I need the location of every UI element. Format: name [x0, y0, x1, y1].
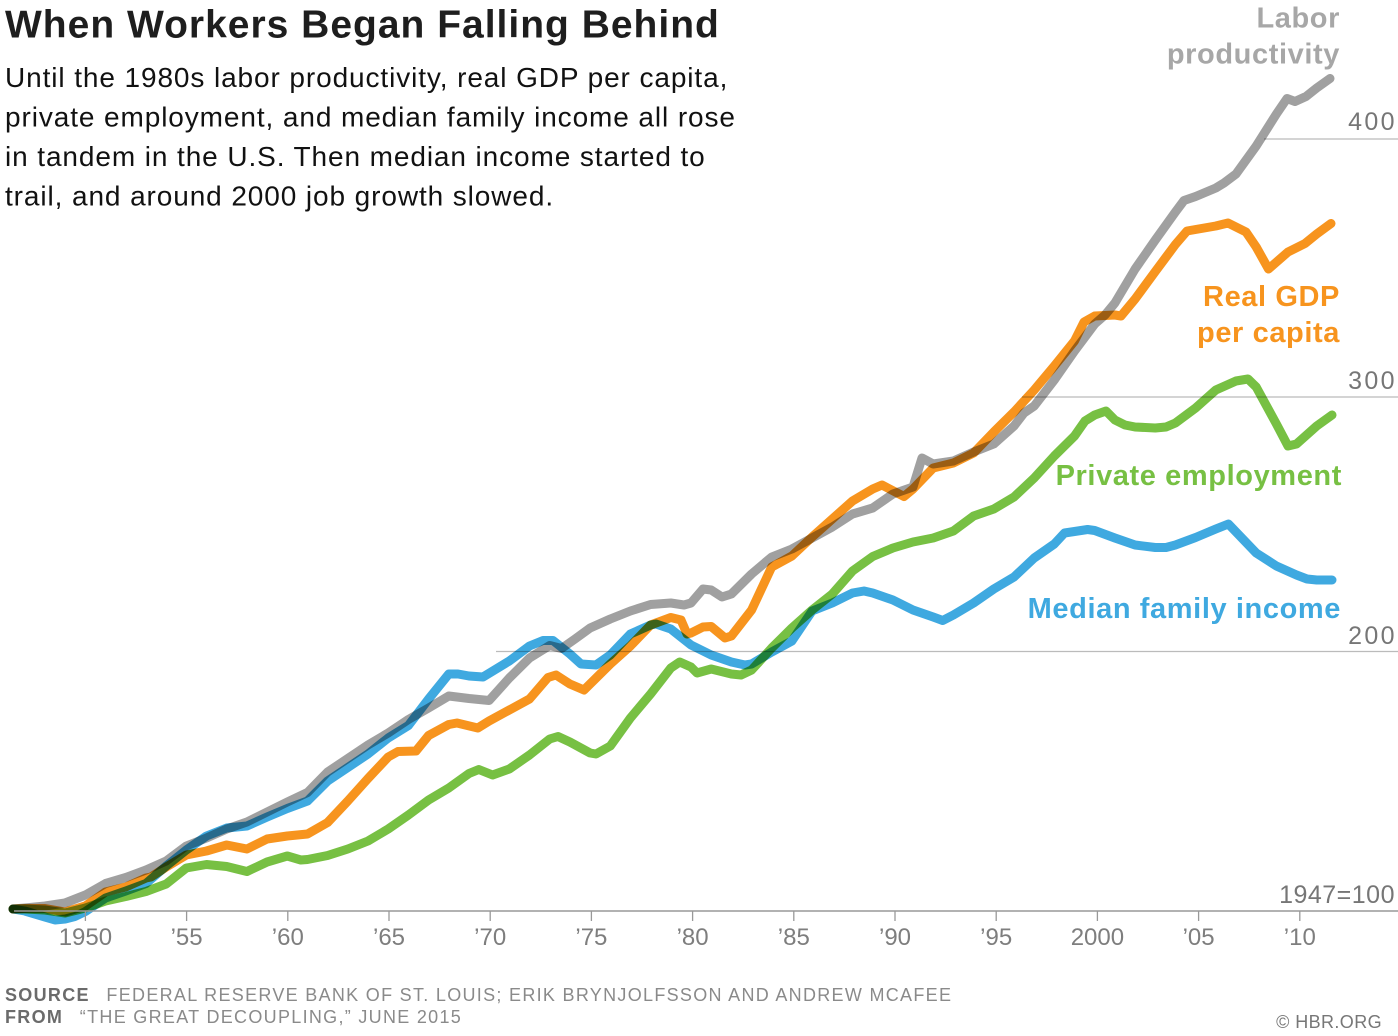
svg-text:’90: ’90	[879, 924, 911, 951]
svg-text:’55: ’55	[171, 924, 203, 951]
svg-text:’85: ’85	[778, 924, 810, 951]
svg-text:’60: ’60	[272, 924, 304, 951]
svg-text:’95: ’95	[980, 924, 1012, 951]
svg-text:FROM “THE GREAT DECOUPLING,”: FROM “THE GREAT DECOUPLING,” JUNE 2015	[5, 1007, 462, 1027]
svg-text:© HBR.ORG: © HBR.ORG	[1276, 1012, 1382, 1032]
svg-text:1947=100: 1947=100	[1279, 881, 1395, 909]
svg-text:per capita: per capita	[1197, 317, 1340, 349]
svg-text:Labor: Labor	[1256, 3, 1340, 35]
svg-text:300: 300	[1348, 367, 1397, 395]
svg-text:private employment, and median: private employment, and median family in…	[5, 102, 736, 133]
svg-text:in tandem in the U.S. Then med: in tandem in the U.S. Then median income…	[5, 141, 706, 172]
svg-text:When Workers Began Falling Beh: When Workers Began Falling Behind	[5, 4, 720, 47]
svg-text:Median family income: Median family income	[1028, 593, 1341, 625]
svg-text:Real GDP: Real GDP	[1203, 281, 1340, 313]
svg-text:’75: ’75	[575, 924, 607, 951]
svg-text:trail, and around 2000 job gro: trail, and around 2000 job growth slowed…	[5, 181, 554, 212]
svg-text:2000: 2000	[1071, 924, 1124, 951]
svg-text:Until the 1980s labor producti: Until the 1980s labor productivity, real…	[5, 62, 728, 93]
svg-text:’65: ’65	[373, 924, 405, 951]
svg-text:’10: ’10	[1284, 924, 1316, 951]
svg-text:’05: ’05	[1183, 924, 1215, 951]
svg-text:200: 200	[1348, 622, 1397, 650]
svg-text:’80: ’80	[677, 924, 709, 951]
svg-text:Private employment: Private employment	[1056, 460, 1342, 492]
svg-text:productivity: productivity	[1167, 39, 1340, 71]
svg-text:400: 400	[1348, 108, 1397, 136]
svg-text:’70: ’70	[474, 924, 506, 951]
svg-text:1950: 1950	[59, 924, 112, 951]
svg-text:SOURCE FEDERAL RESERVE BANK O: SOURCE FEDERAL RESERVE BANK OF ST. LOUIS…	[5, 985, 952, 1005]
